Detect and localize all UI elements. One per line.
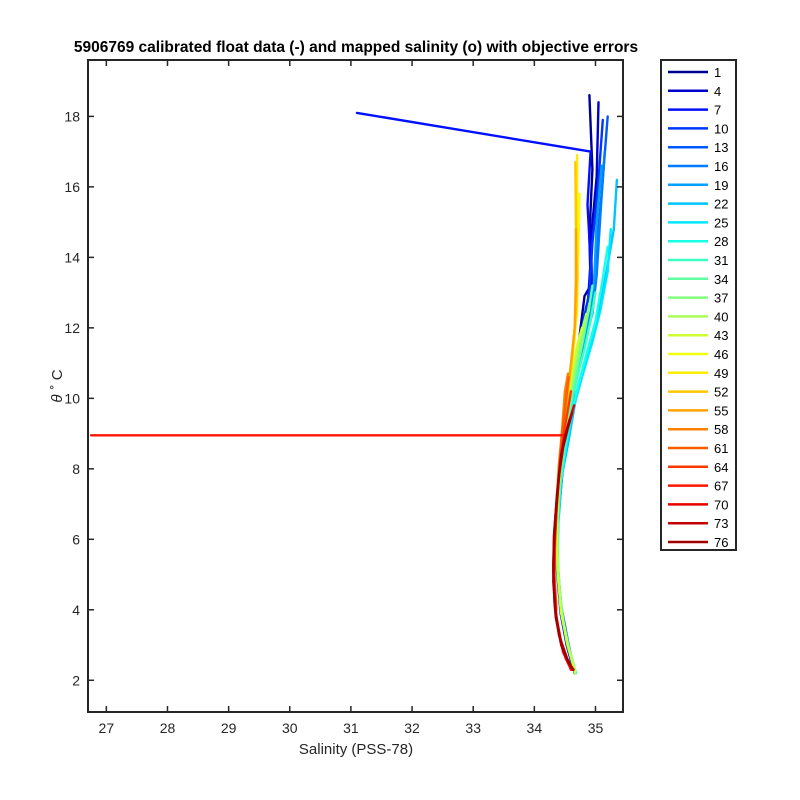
x-tick-label: 35 — [588, 720, 604, 736]
y-tick-label: 16 — [64, 179, 80, 195]
legend-label-22: 22 — [714, 197, 728, 212]
y-axis-label: θ ˚ C — [49, 369, 66, 402]
x-axis-label: Salinity (PSS-78) — [299, 741, 413, 758]
y-tick-label: 4 — [72, 602, 80, 618]
legend-label-76: 76 — [714, 535, 728, 550]
y-tick-label: 14 — [64, 249, 80, 265]
legend-label-49: 49 — [714, 366, 728, 381]
legend-label-37: 37 — [714, 291, 728, 306]
y-tick-label: 2 — [72, 672, 80, 688]
x-tick-label: 28 — [160, 720, 176, 736]
y-tick-label: 18 — [64, 108, 80, 124]
y-tick-label: 10 — [64, 390, 80, 406]
legend-label-64: 64 — [714, 460, 728, 475]
legend-label-4: 4 — [714, 84, 721, 99]
plot-frame — [87, 59, 624, 713]
x-axis-ticks: 27 28 29 30 31 32 33 34 35 — [99, 60, 604, 736]
x-tick-label: 29 — [221, 720, 237, 736]
series-layer — [89, 93, 619, 675]
legend-label-19: 19 — [714, 178, 728, 193]
y-axis-ticks: 2 4 6 8 10 12 14 16 18 — [64, 108, 623, 688]
x-tick-label: 27 — [99, 720, 115, 736]
legend-box — [660, 59, 737, 551]
y-tick-label: 8 — [72, 461, 80, 477]
legend: 1 4 7 10 13 16 19 22 25 28 31 34 37 40 43 46 49 52 55 58 61 6… — [660, 59, 737, 551]
legend-label-67: 67 — [714, 479, 728, 494]
legend-label-13: 13 — [714, 140, 728, 155]
series-line-76 — [552, 418, 575, 671]
legend-label-73: 73 — [714, 516, 728, 531]
legend-label-61: 61 — [714, 441, 728, 456]
chart-title: 5906769 calibrated float data (-) and ma… — [74, 39, 638, 56]
legend-label-1: 1 — [714, 65, 721, 80]
x-tick-label: 34 — [527, 720, 543, 736]
legend-label-28: 28 — [714, 234, 728, 249]
y-tick-label: 12 — [64, 320, 80, 336]
legend-label-55: 55 — [714, 403, 728, 418]
y-tick-label: 6 — [72, 531, 80, 547]
legend-label-34: 34 — [714, 272, 728, 287]
y-axis-label-symbol: θ — [49, 394, 66, 402]
legend-label-52: 52 — [714, 385, 728, 400]
legend-label-40: 40 — [714, 309, 728, 324]
plot-area-background — [88, 60, 623, 712]
legend-label-43: 43 — [714, 328, 728, 343]
y-axis-label-unit: ˚ C — [49, 369, 66, 389]
x-tick-label: 33 — [465, 720, 481, 736]
legend-label-58: 58 — [714, 422, 728, 437]
legend-label-7: 7 — [714, 103, 721, 118]
plot-area: 27 28 29 30 31 32 33 34 35 2 4 6 8 10 12 14 16 18 — [64, 59, 624, 736]
legend-label-70: 70 — [714, 497, 728, 512]
x-tick-label: 31 — [343, 720, 359, 736]
legend-label-31: 31 — [714, 253, 728, 268]
legend-label-25: 25 — [714, 215, 728, 230]
x-tick-label: 30 — [282, 720, 298, 736]
legend-label-10: 10 — [714, 121, 728, 136]
legend-label-16: 16 — [714, 159, 728, 174]
legend-label-46: 46 — [714, 347, 728, 362]
legend-items: 1 4 7 10 13 16 19 22 25 28 31 34 37 40 43 46 49 52 55 58 61 6… — [668, 65, 728, 550]
x-tick-label: 32 — [404, 720, 420, 736]
